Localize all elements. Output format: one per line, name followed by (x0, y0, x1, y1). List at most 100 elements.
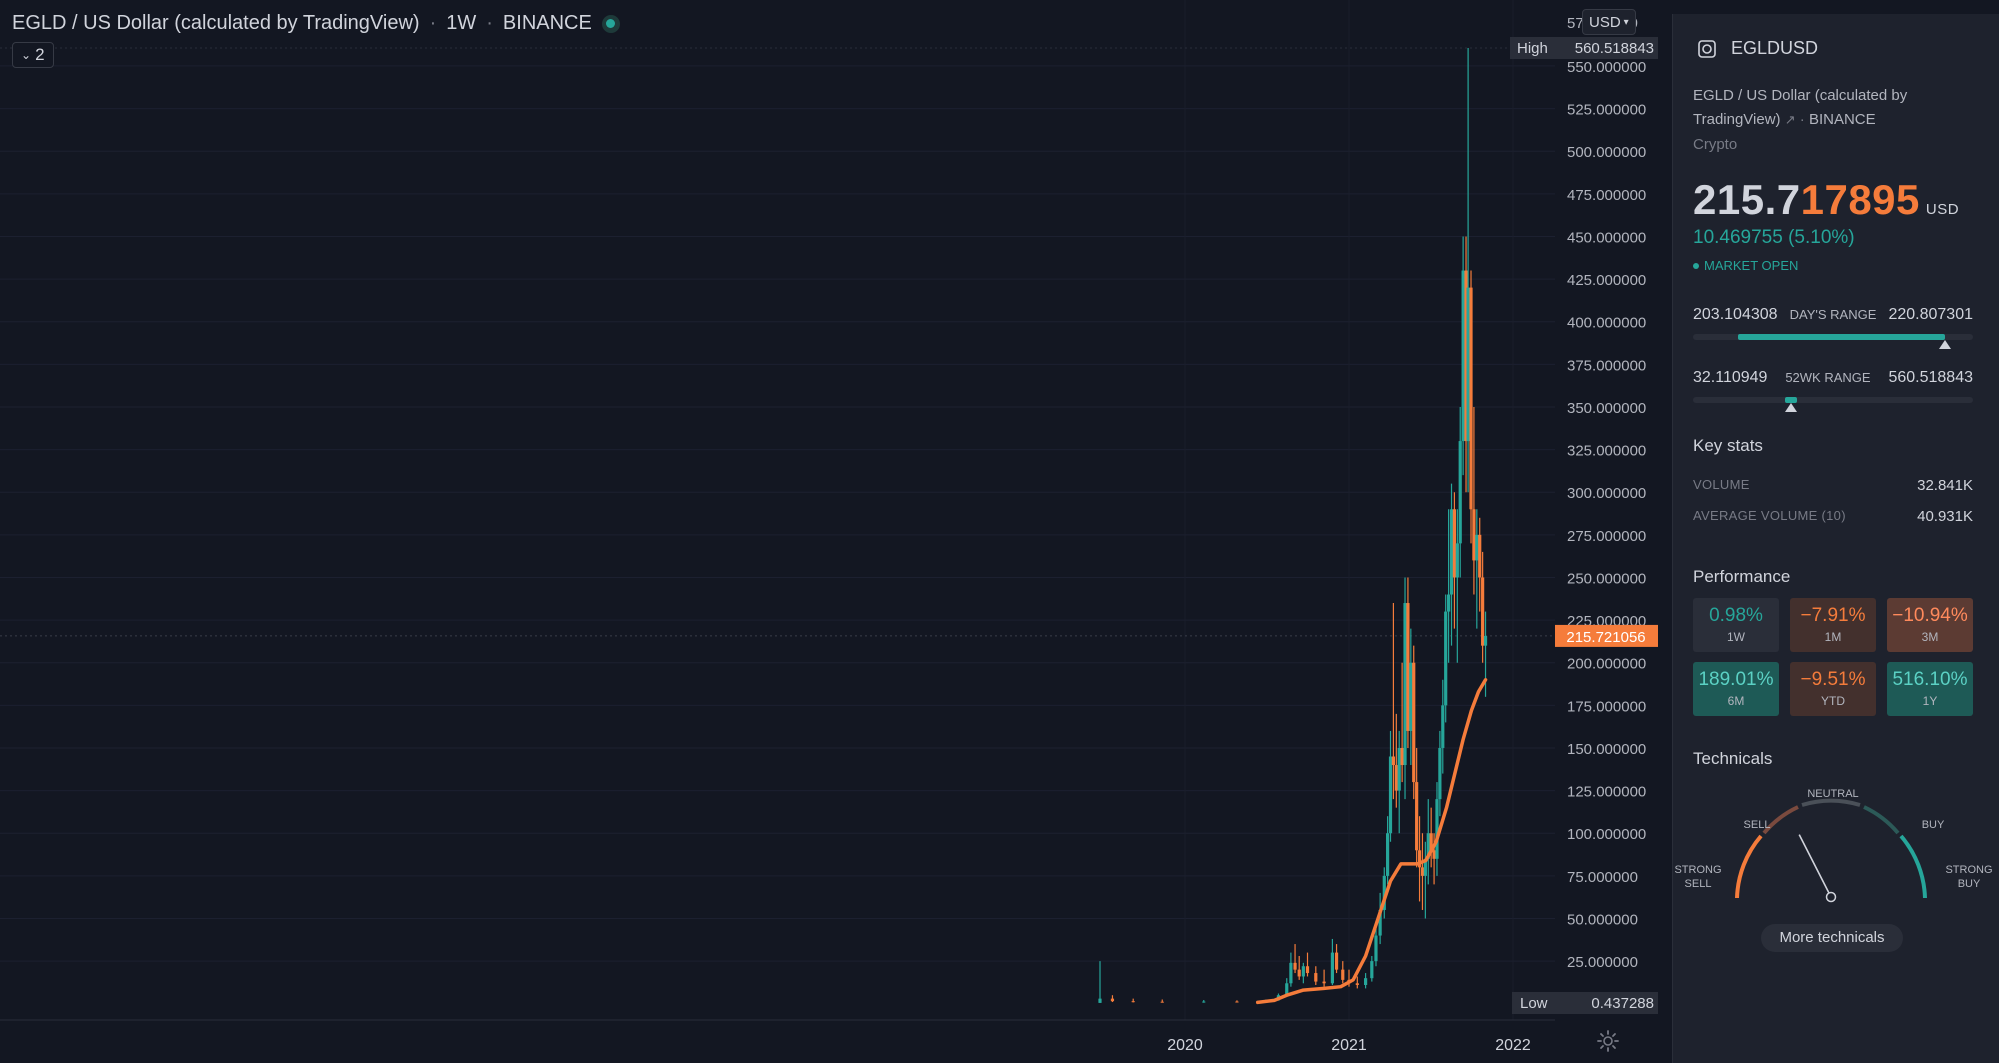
collapse-indicators-button[interactable]: ⌄ 2 (12, 42, 54, 68)
price-tick-label: 375.000000 (1567, 357, 1646, 374)
chevron-down-icon: ▾ (1623, 16, 1629, 28)
candle-body (1420, 867, 1425, 876)
days-range-bar (1693, 334, 1973, 349)
interval-label[interactable]: 1W (446, 12, 477, 34)
performance-value: 189.01% (1698, 669, 1774, 690)
candle-body (1301, 966, 1305, 977)
price-tick-label: 475.000000 (1567, 187, 1646, 204)
candle-body (1391, 756, 1396, 766)
market-status-text: MARKET OPEN (1704, 258, 1799, 273)
candle-body (1098, 998, 1102, 1003)
candle-body (1341, 969, 1345, 980)
candle-body (1475, 534, 1479, 561)
chart-legend: EGLD / US Dollar (calculated by TradingV… (12, 12, 620, 35)
candle-body (1441, 705, 1445, 748)
price-tick-label: 400.000000 (1567, 315, 1646, 332)
candle-body (1388, 756, 1393, 834)
candle-body (1429, 833, 1433, 851)
candle-body (1382, 875, 1386, 910)
price-tick-label: 75.000000 (1567, 869, 1638, 886)
gear-icon[interactable] (1596, 1029, 1620, 1053)
candle-body (1289, 962, 1293, 984)
panel-header[interactable]: EGLDUSD (1697, 38, 1818, 59)
candle-body (1322, 981, 1326, 984)
candle-body (1334, 952, 1339, 970)
avg-volume-value: 40.931K (1917, 508, 1973, 525)
price-chart[interactable]: 25.000000 50.000000 75.000000 100.000000 125… (0, 0, 1664, 1063)
external-link-icon[interactable]: ↗ (1784, 112, 1796, 127)
candle-body (1472, 509, 1476, 561)
candle-body (1452, 509, 1457, 578)
last-price-value: 215.721056 (1566, 629, 1645, 646)
performance-cell-1w: 0.98% 1W (1693, 598, 1779, 652)
performance-value: −9.51% (1800, 669, 1866, 690)
candle-body (1400, 747, 1404, 766)
exchange-name[interactable]: BINANCE (1808, 111, 1876, 128)
candle-body (1293, 962, 1297, 970)
price-axis-bg (1555, 0, 1664, 1063)
candle-body (1438, 747, 1442, 800)
candle-body (1397, 747, 1401, 791)
52wk-range-low: 32.110949 (1693, 369, 1768, 386)
candle-body (1415, 782, 1419, 851)
performance-period: 6M (1727, 694, 1745, 708)
candle-body (1449, 509, 1454, 595)
low-label: Low (1520, 995, 1548, 1012)
legend-separator: · (486, 12, 493, 34)
legend-separator: · (429, 12, 437, 34)
symbol-logo-icon (1698, 39, 1716, 58)
performance-value: 516.10% (1892, 669, 1968, 690)
52wk-range-high: 560.518843 (1888, 369, 1973, 386)
time-tick-label: 2021 (1331, 1037, 1367, 1054)
performance-period: YTD (1821, 694, 1845, 708)
52wk-range-marker (1785, 403, 1797, 412)
technicals-title: Technicals (1693, 749, 1773, 768)
candle-body (1447, 594, 1451, 612)
days-range-label: DAY'S RANGE (1789, 307, 1877, 322)
candle-body (1285, 983, 1289, 996)
performance-grid: 0.98% 1W −7.91% 1M −10.94% 3M 189.01% 6M −9.51% Y… (1693, 598, 1973, 716)
performance-cell-ytd: −9.51% YTD (1790, 662, 1876, 716)
asset-type: Crypto (1693, 136, 1738, 153)
avg-volume-row: AVERAGE VOLUME (10) 40.931K (1693, 508, 1973, 525)
gauge-label-neutral: NEUTRAL (1807, 788, 1859, 800)
technicals-gauge[interactable] (1673, 784, 1999, 924)
performance-value: 0.98% (1709, 605, 1763, 626)
avg-volume-label: AVERAGE VOLUME (10) (1693, 508, 1846, 523)
high-value: 560.518843 (1575, 40, 1654, 57)
candle-body (1202, 1001, 1206, 1003)
chart-area[interactable]: 25.000000 50.000000 75.000000 100.000000 125… (0, 0, 1664, 1063)
last-price: 215.717895 USD (1693, 176, 1959, 224)
gauge-pivot (1825, 891, 1837, 903)
high-label: High (1517, 40, 1548, 57)
performance-cell-1y: 516.10% 1Y (1887, 662, 1973, 716)
days-range-marker (1939, 340, 1951, 349)
performance-period: 3M (1921, 630, 1939, 644)
symbol-title: EGLD / US Dollar (calculated by TradingV… (12, 12, 420, 34)
key-stats-title: Key stats (1693, 436, 1763, 455)
days-range-fill (1737, 334, 1945, 340)
candle-body (1464, 270, 1468, 442)
candle-body (1426, 833, 1430, 859)
52wk-range-label: 52WK RANGE (1785, 370, 1871, 385)
price-tick-label: 325.000000 (1567, 443, 1646, 460)
performance-cell-3m: −10.94% 3M (1887, 598, 1973, 652)
gauge-label-strong-buy: STRONG BUY (1945, 864, 1993, 890)
price-tick-label: 250.000000 (1567, 570, 1646, 587)
candle-body (1305, 966, 1310, 974)
52wk-range-bar (1693, 397, 1973, 412)
candle-body (1481, 577, 1485, 646)
more-technicals-button[interactable]: More technicals (1761, 924, 1903, 952)
gauge-needle (1798, 834, 1832, 898)
days-range-low: 203.104308 (1693, 306, 1778, 323)
candle-body (1458, 441, 1462, 544)
candle-body (1483, 635, 1488, 646)
price-tick-label: 25.000000 (1567, 954, 1638, 971)
price-tick-label: 175.000000 (1567, 698, 1646, 715)
candle-body (1417, 850, 1422, 868)
market-status: MARKET OPEN (1693, 258, 1798, 273)
currency-select-button[interactable]: USD ▾ (1582, 9, 1636, 35)
candle-body (1478, 534, 1482, 578)
candle-body (1385, 833, 1390, 876)
exchange-label: BINANCE (502, 12, 592, 34)
